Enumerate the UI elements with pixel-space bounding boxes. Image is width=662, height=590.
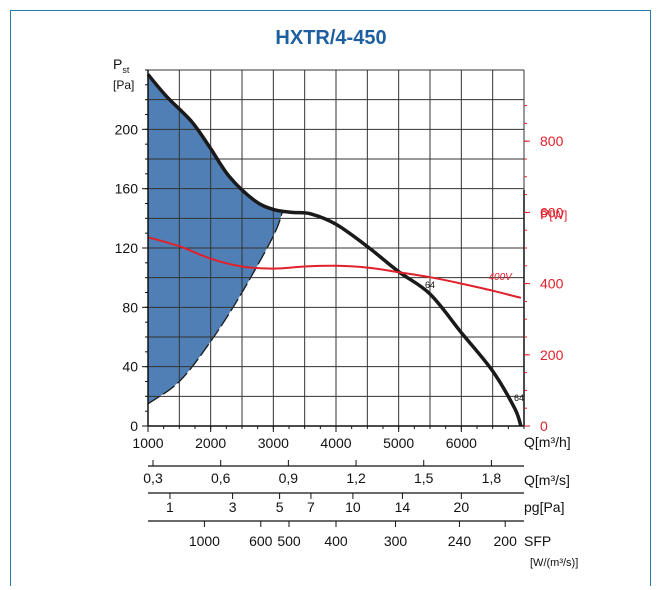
shaded-operating-region [148,74,283,404]
m3s-scale-tick-label: 1,2 [346,470,366,486]
m3s-scale-tick-label: 0,6 [211,470,231,486]
left-tick-label: 0 [130,418,138,434]
left-axis-label: Pst [113,56,130,75]
sfp-scale-tick-label: 500 [277,533,301,549]
pg-scale-tick-label: 5 [276,499,284,515]
chart-title: HXTR/4-450 [275,27,386,49]
sfp-scale-tick-label: 200 [494,533,518,549]
sfp-scale-tick-label: 600 [249,533,273,549]
left-tick-label: 120 [115,240,139,256]
grid [147,69,525,427]
sfp-scale-unit: [W/(m³/s)] [530,557,578,569]
right-axis-label: P[W] [540,206,567,222]
pg-scale-tick-label: 1 [166,499,174,515]
secondary-scales: 0,3 0,6 0,9 1,2 1,5 1,8 1 3 5 7 10 14 20 1000 600 500 40… [143,460,524,549]
curve-label: 64 [425,280,435,290]
x-tick-label: 2000 [195,435,226,451]
x-tick-label: 1000 [132,435,163,451]
region-boundary-line [147,210,284,405]
pg-scale-tick-label: 14 [395,499,411,515]
pg-scale-tick-label: 10 [345,499,361,515]
sfp-scale-tick-label: 240 [448,533,472,549]
x-tick-label: 5000 [383,435,414,451]
m3s-scale-tick-label: 1,5 [414,470,434,486]
m3s-scale-tick-label: 0,9 [279,470,299,486]
pg-scale-label: pg[Pa] [524,499,564,515]
x-tick-label: 4000 [320,435,351,451]
sfp-scale-tick-label: 1000 [189,533,220,549]
series-line-1 [147,236,522,299]
right-tick-label: 400 [540,276,564,292]
left-tick-label: 40 [122,359,138,375]
pg-scale-tick-label: 7 [307,499,315,515]
chart-frame [10,10,651,586]
x-axis-label: Q[m³/h] [524,434,571,450]
right-tick-label: 800 [540,133,564,149]
curve-label: 400V [489,272,514,283]
m3s-scale-tick-label: 1,8 [482,470,502,486]
left-tick-label: 80 [122,299,138,315]
pg-scale-tick-label: 3 [229,499,237,515]
curve-label: 64 [514,393,524,403]
series-layer [146,73,523,427]
right-tick-label: 200 [540,347,564,363]
left-tick-label: 160 [115,181,139,197]
sfp-scale-label: SFP [524,533,551,549]
x-tick-label: 6000 [446,435,477,451]
sfp-scale-tick-label: 300 [384,533,408,549]
curve-labels: 64 400V 64 [425,272,524,403]
shaded-region-layer [147,74,284,405]
left-tick-label: 200 [115,121,139,137]
right-tick-label: 600 [540,204,564,220]
x-tick-label: 3000 [258,435,289,451]
series-line-0 [146,73,523,427]
left-axis-unit: [Pa] [113,78,134,92]
m3s-scale-tick-label: 0,3 [143,470,163,486]
sfp-scale-tick-label: 400 [324,533,348,549]
pg-scale-tick-label: 20 [454,499,470,515]
m3s-scale-label: Q[m³/s] [524,472,570,488]
right-tick-label: 0 [540,418,548,434]
